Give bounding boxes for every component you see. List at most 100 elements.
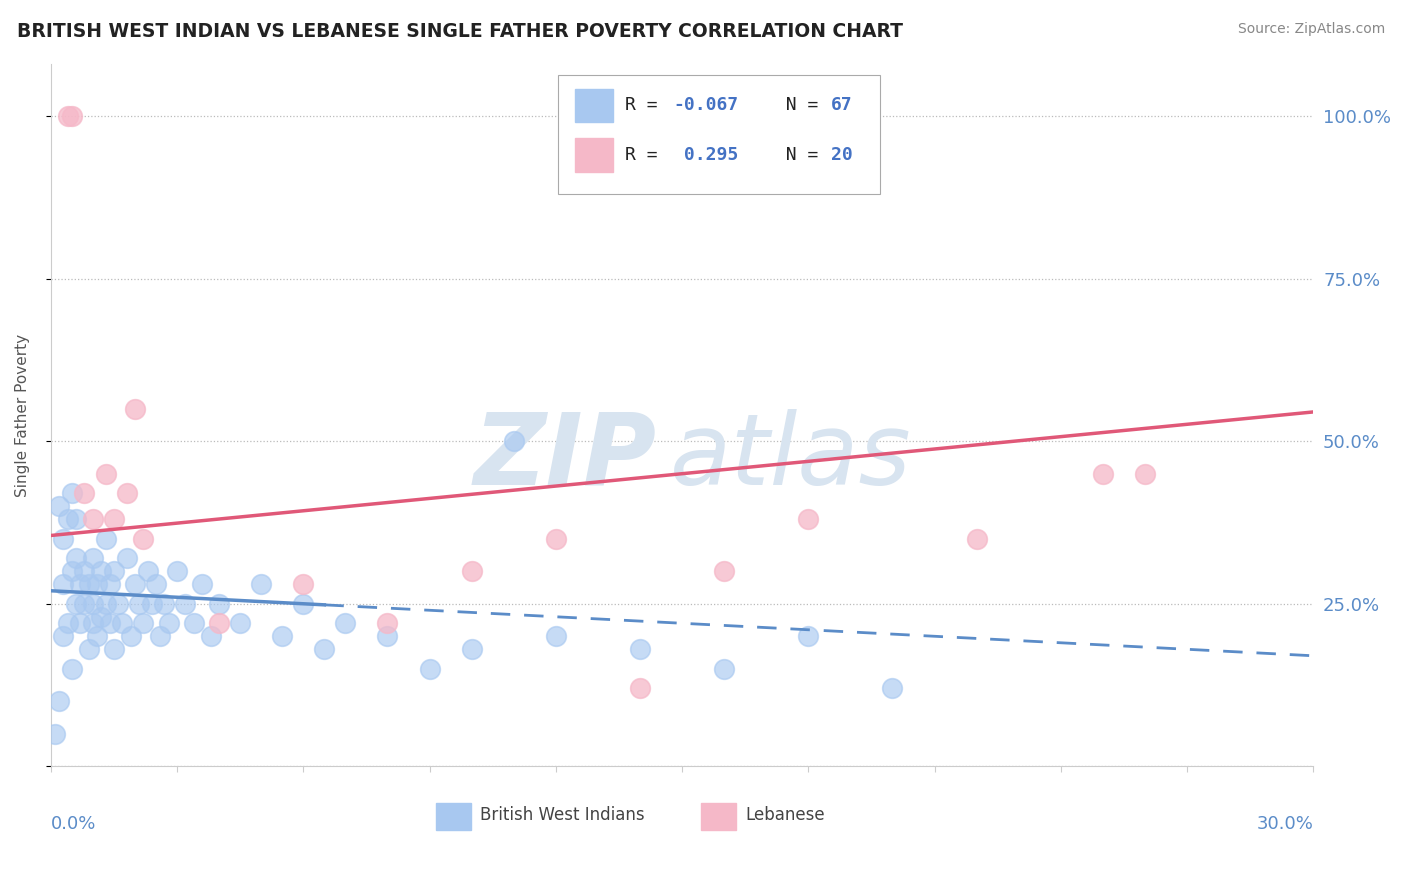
Text: -0.067: -0.067 [673,96,738,114]
Point [115,486,138,500]
Point [65,551,87,566]
Point [73,597,96,611]
Point [86,577,108,591]
Point [292,597,315,611]
Point [98,616,121,631]
Point [73,486,96,500]
Point [314,642,336,657]
Point [82,512,104,526]
FancyBboxPatch shape [558,75,880,194]
Point [60,662,83,676]
Point [797,629,820,643]
Point [628,681,651,696]
Text: R =: R = [626,96,669,114]
FancyBboxPatch shape [702,803,737,830]
Point [73,564,96,578]
Point [132,616,155,631]
Point [69,616,91,631]
Point [628,642,651,657]
Point [124,577,146,591]
Point [229,616,252,631]
Point [882,681,904,696]
Text: 0.0%: 0.0% [51,815,96,833]
FancyBboxPatch shape [575,137,613,171]
Text: British West Indians: British West Indians [479,806,645,824]
Point [124,401,146,416]
Point [335,616,357,631]
Point [157,616,180,631]
Point [713,564,735,578]
Text: 67: 67 [831,96,853,114]
Point [48,694,70,708]
Point [797,512,820,526]
Point [52,629,75,643]
Point [65,597,87,611]
Point [713,662,735,676]
Point [120,629,142,643]
Point [103,642,125,657]
Point [145,577,167,591]
Text: N =: N = [763,96,830,114]
Point [60,564,83,578]
Point [136,564,159,578]
Point [166,564,188,578]
Point [377,629,399,643]
Point [292,577,315,591]
Point [1091,467,1114,481]
Text: R =: R = [626,145,669,163]
Point [52,577,75,591]
Point [250,577,273,591]
Point [208,597,231,611]
Point [98,577,121,591]
Text: ZIP: ZIP [474,409,657,506]
Point [48,500,70,514]
Text: 30.0%: 30.0% [1257,815,1313,833]
Point [200,629,222,643]
Point [128,597,150,611]
Point [544,532,567,546]
Point [502,434,524,449]
Point [132,532,155,546]
Text: atlas: atlas [669,409,911,506]
Point [86,629,108,643]
Point [460,564,482,578]
Point [966,532,988,546]
Point [544,629,567,643]
Point [56,616,79,631]
Point [141,597,163,611]
Text: 20: 20 [831,145,853,163]
Point [94,467,117,481]
Point [56,109,79,123]
Point [90,564,112,578]
Point [460,642,482,657]
Point [94,597,117,611]
Y-axis label: Single Father Poverty: Single Father Poverty [15,334,30,497]
Text: Source: ZipAtlas.com: Source: ZipAtlas.com [1237,22,1385,37]
Text: Lebanese: Lebanese [745,806,825,824]
Text: BRITISH WEST INDIAN VS LEBANESE SINGLE FATHER POVERTY CORRELATION CHART: BRITISH WEST INDIAN VS LEBANESE SINGLE F… [17,22,903,41]
Point [52,532,75,546]
Point [69,577,91,591]
Text: 0.295: 0.295 [673,145,738,163]
FancyBboxPatch shape [575,88,613,122]
Point [82,616,104,631]
Point [60,486,83,500]
Point [94,532,117,546]
Point [77,577,100,591]
Point [65,512,87,526]
Point [44,727,66,741]
Point [191,577,214,591]
Text: N =: N = [763,145,830,163]
Point [82,551,104,566]
Point [271,629,294,643]
Point [149,629,172,643]
Point [56,512,79,526]
Point [60,109,83,123]
Point [377,616,399,631]
Point [77,642,100,657]
Point [107,597,129,611]
Point [90,609,112,624]
Point [103,512,125,526]
Point [111,616,134,631]
FancyBboxPatch shape [436,803,471,830]
